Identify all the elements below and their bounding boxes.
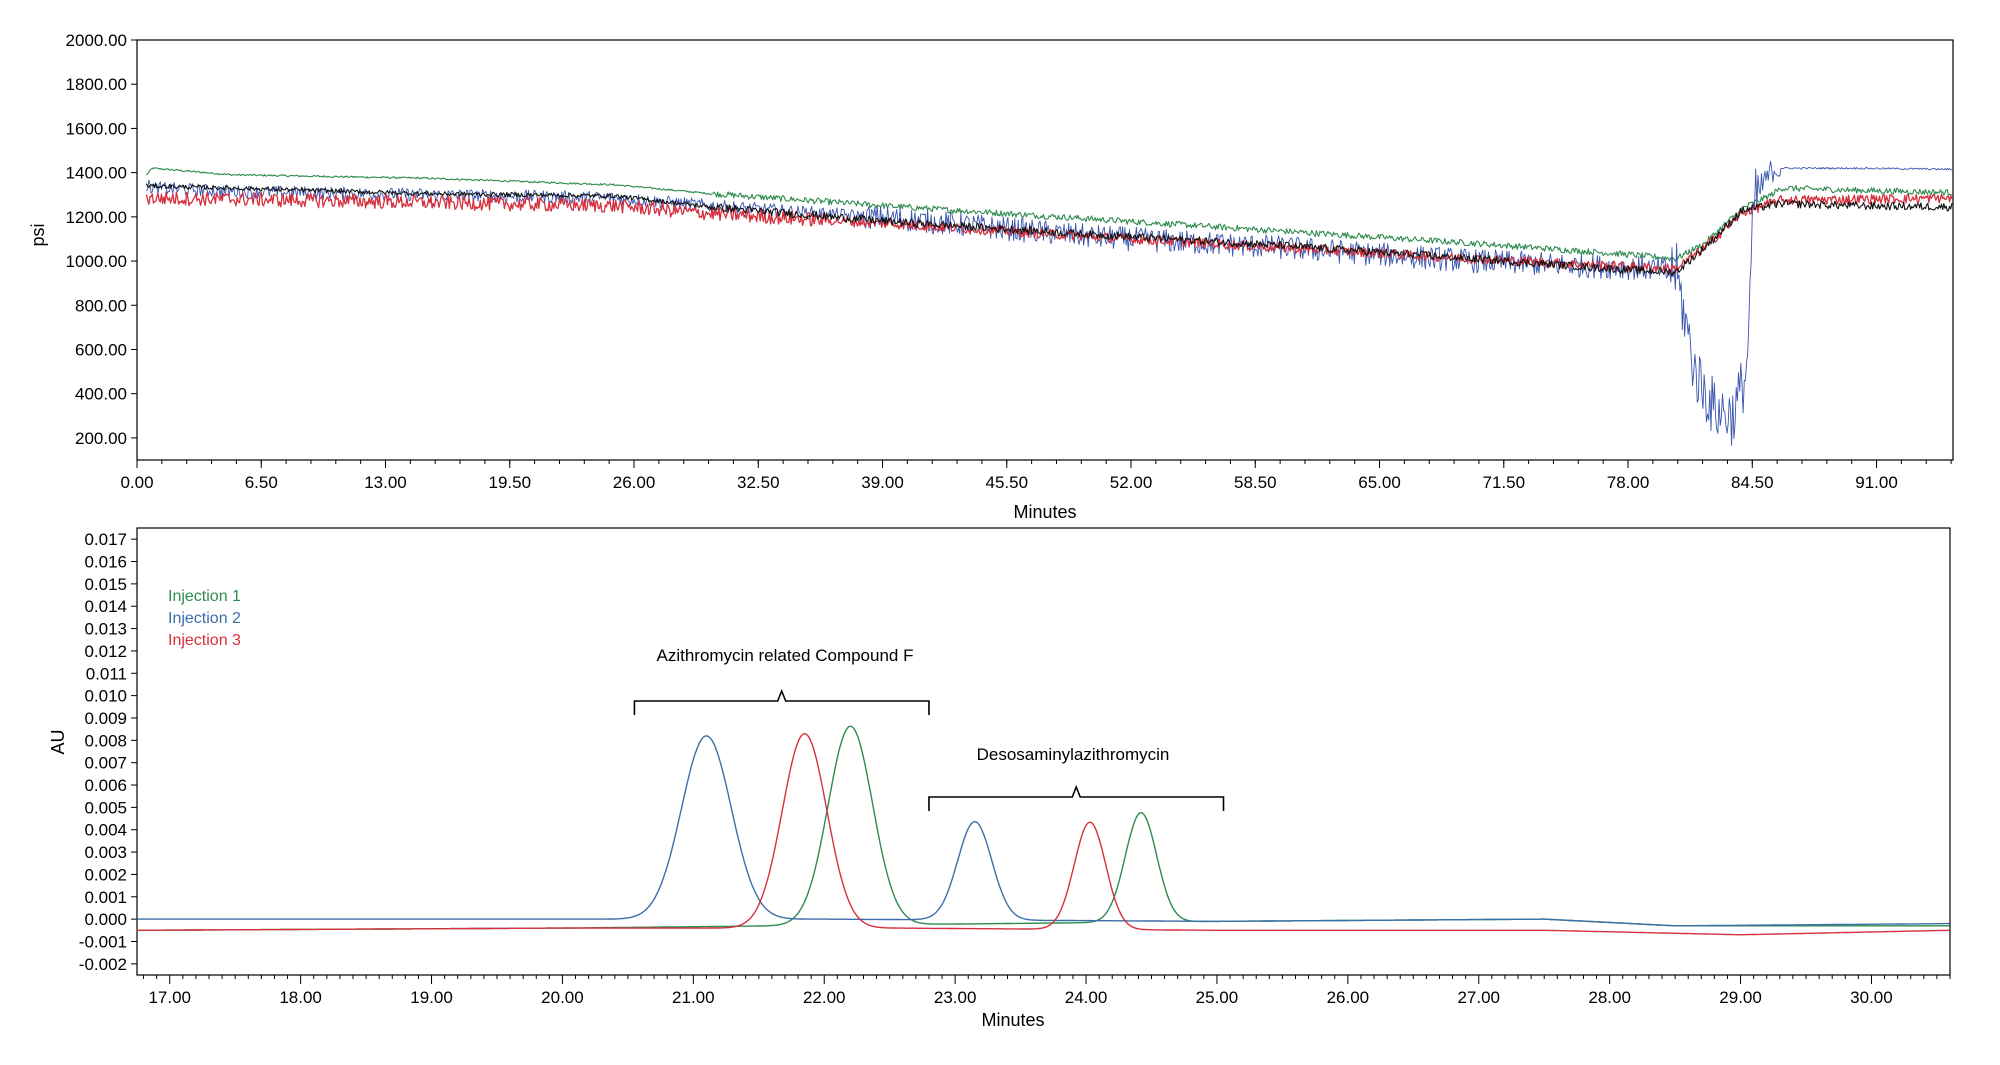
pressure-y-tick-label: 2000.00	[66, 31, 127, 50]
absorbance-x-tick-label: 17.00	[148, 988, 191, 1007]
pressure-x-tick-label: 58.50	[1234, 473, 1277, 492]
absorbance-x-tick-label: 22.00	[803, 988, 846, 1007]
pressure-plot: 0.00 6.50 13.00 19.50 26.00 32.50 39.00 45.50 52…	[28, 31, 1954, 522]
absorbance-y-tick-label: 0.005	[84, 798, 127, 817]
pressure-x-tick-label: 0.00	[120, 473, 153, 492]
absorbance-y-tick-label: 0.013	[84, 620, 127, 639]
absorbance-x-tick-label: 24.00	[1065, 988, 1108, 1007]
compound-f-annotation: Azithromycin related Compound F	[656, 646, 913, 665]
pressure-y-tick-label: 400.00	[75, 385, 127, 404]
absorbance-y-tick-label: -0.001	[79, 932, 127, 951]
absorbance-x-tick-label: 23.00	[934, 988, 977, 1007]
pressure-y-axis-title: psi	[28, 223, 48, 246]
peak-annotations: Azithromycin related Compound F Desosami…	[633, 646, 1225, 811]
pressure-x-tick-label: 45.50	[985, 473, 1028, 492]
absorbance-y-tick-label: 0.001	[84, 888, 127, 907]
pressure-y-tick-label: 1400.00	[66, 164, 127, 183]
legend: Injection 1 Injection 2 Injection 3	[168, 588, 241, 649]
absorbance-y-tick-label: -0.002	[79, 955, 127, 974]
absorbance-y-axis-title: AU	[48, 729, 68, 754]
absorbance-y-tick-label: 0.000	[84, 910, 127, 929]
pressure-x-tick-label: 39.00	[861, 473, 904, 492]
pressure-x-tick-label: 84.50	[1731, 473, 1774, 492]
pressure-y-tick-label: 1000.00	[66, 252, 127, 271]
absorbance-x-tick-label: 27.00	[1457, 988, 1500, 1007]
pressure-trace-4	[146, 183, 1953, 277]
absorbance-x-tick-label: 21.00	[672, 988, 715, 1007]
absorbance-y-tick-label: 0.008	[84, 731, 127, 750]
absorbance-x-axis-title: Minutes	[981, 1010, 1044, 1030]
absorbance-y-tick-label: 0.015	[84, 575, 127, 594]
pressure-y-tick-label: 200.00	[75, 429, 127, 448]
pressure-y-tick-label: 600.00	[75, 340, 127, 359]
compound-f-bracket	[633, 688, 930, 715]
pressure-trace-1	[146, 167, 1953, 262]
absorbance-plot-frame	[136, 527, 1951, 976]
absorbance-y-tick-label: 0.017	[84, 530, 127, 549]
pressure-x-axis-title: Minutes	[1013, 502, 1076, 522]
pressure-x-tick-label: 26.00	[613, 473, 656, 492]
pressure-x-tick-label: 78.00	[1607, 473, 1650, 492]
pressure-trace-2	[146, 160, 1953, 446]
pressure-x-tick-label: 91.00	[1855, 473, 1898, 492]
absorbance-x-axis: 17.00 18.00 19.00 20.00 21.00 22.00 23.00 24.00…	[143, 975, 1951, 1007]
absorbance-x-tick-label: 19.00	[410, 988, 453, 1007]
absorbance-traces	[136, 725, 1950, 936]
absorbance-y-tick-label: 0.007	[84, 754, 127, 773]
absorbance-trace-injection-3	[136, 732, 1950, 936]
absorbance-x-tick-label: 25.00	[1196, 988, 1239, 1007]
desosaminylazithromycin-bracket	[928, 784, 1225, 811]
legend-entry-injection-2: Injection 2	[168, 610, 241, 627]
pressure-x-tick-label: 6.50	[245, 473, 278, 492]
absorbance-y-tick-label: 0.016	[84, 553, 127, 572]
absorbance-trace-injection-2	[136, 735, 1950, 927]
absorbance-y-tick-label: 0.002	[84, 865, 127, 884]
absorbance-y-tick-label: 0.012	[84, 642, 127, 661]
pressure-x-axis: 0.00 6.50 13.00 19.50 26.00 32.50 39.00 45.50 52…	[120, 460, 1952, 492]
absorbance-y-tick-label: 0.006	[84, 776, 127, 795]
pressure-y-axis: 200.00 400.00 600.00 800.00 1000.00 1200.00 14…	[66, 31, 137, 448]
absorbance-plot: 17.00 18.00 19.00 20.00 21.00 22.00 23.00 24.00…	[48, 527, 1951, 1030]
pressure-y-tick-label: 1600.00	[66, 119, 127, 138]
absorbance-x-tick-label: 30.00	[1850, 988, 1893, 1007]
absorbance-y-axis: -0.002 -0.001 0.000 0.001 0.002 0.003 0.004 0.0…	[79, 530, 137, 974]
pressure-y-tick-label: 1200.00	[66, 208, 127, 227]
absorbance-y-tick-label: 0.009	[84, 709, 127, 728]
absorbance-x-tick-label: 18.00	[279, 988, 322, 1007]
absorbance-y-tick-label: 0.004	[84, 821, 127, 840]
pressure-x-tick-label: 19.50	[488, 473, 531, 492]
pressure-traces	[145, 160, 1953, 446]
pressure-x-tick-label: 32.50	[737, 473, 780, 492]
absorbance-x-tick-label: 29.00	[1719, 988, 1762, 1007]
pressure-y-tick-label: 800.00	[75, 296, 127, 315]
absorbance-y-tick-label: 0.014	[84, 597, 127, 616]
pressure-x-tick-label: 71.50	[1483, 473, 1526, 492]
pressure-x-tick-label: 13.00	[364, 473, 407, 492]
legend-entry-injection-3: Injection 3	[168, 632, 241, 649]
absorbance-x-tick-label: 20.00	[541, 988, 584, 1007]
absorbance-y-tick-label: 0.010	[84, 687, 127, 706]
pressure-plot-frame	[136, 39, 1954, 461]
absorbance-y-tick-label: 0.011	[86, 664, 127, 683]
pressure-x-tick-label: 52.00	[1110, 473, 1153, 492]
absorbance-x-tick-label: 28.00	[1588, 988, 1631, 1007]
absorbance-x-tick-label: 26.00	[1327, 988, 1370, 1007]
absorbance-y-tick-label: 0.003	[84, 843, 127, 862]
pressure-y-tick-label: 1800.00	[66, 75, 127, 94]
pressure-x-tick-label: 65.00	[1358, 473, 1401, 492]
desosaminylazithromycin-annotation: Desosaminylazithromycin	[977, 745, 1170, 764]
legend-entry-injection-1: Injection 1	[168, 588, 241, 605]
